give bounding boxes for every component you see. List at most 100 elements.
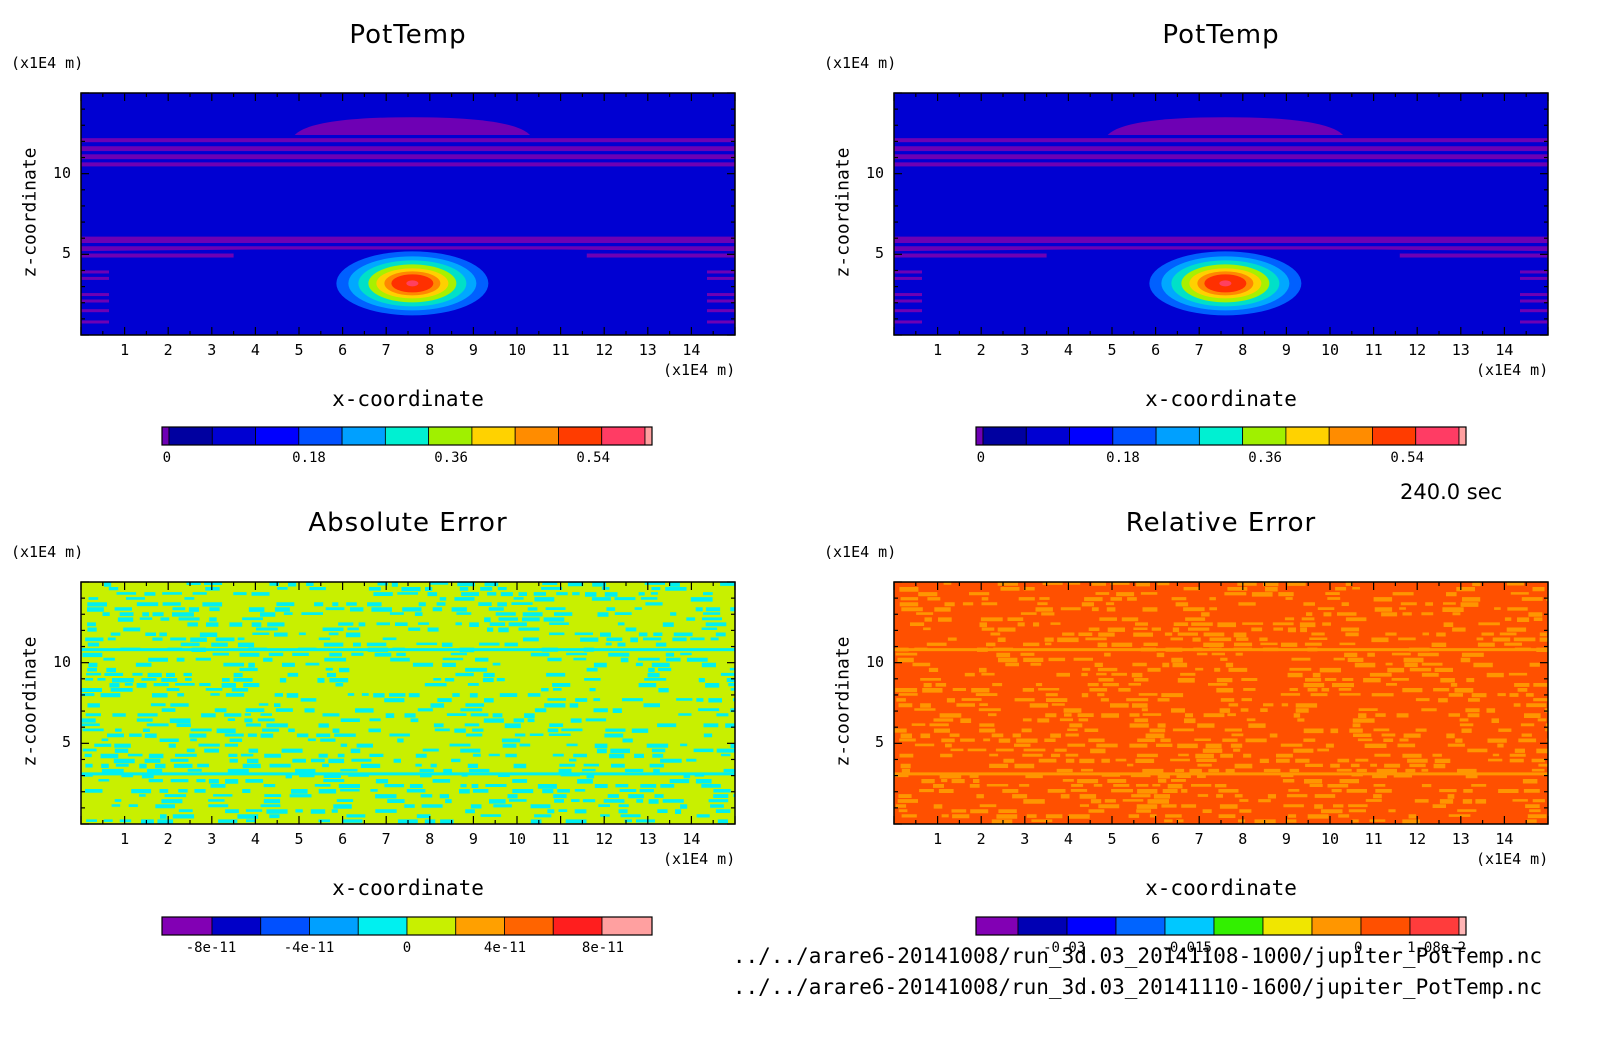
colorbar-frame — [161, 426, 653, 446]
error-band — [894, 772, 1548, 776]
side-dash — [894, 276, 922, 280]
side-dash — [707, 309, 735, 313]
colorbar-label: 0 — [1353, 940, 1363, 956]
colorbar-frame — [975, 916, 1467, 936]
bubble-contour — [406, 280, 419, 287]
y-tick-label: 5 — [874, 733, 884, 752]
x-tick-label: 2 — [976, 341, 986, 359]
x-tick-label: 10 — [1320, 341, 1340, 359]
upper-stripe — [81, 138, 735, 143]
x-axis-label: x-coordinate — [332, 876, 484, 900]
panel-4 — [893, 581, 1549, 936]
x-tick-label: 7 — [1194, 830, 1204, 848]
lower-stripe — [1399, 253, 1548, 258]
lower-stripe — [894, 236, 1548, 244]
y-tick-label: 10 — [52, 652, 71, 671]
side-dash — [81, 270, 109, 274]
x-tick-label: 7 — [1194, 341, 1204, 359]
colorbar-swatch — [384, 426, 430, 446]
colorbar-label: -0.03 — [1043, 940, 1086, 956]
colorbar-swatch — [1066, 916, 1117, 936]
x-tick-label: 8 — [1238, 830, 1248, 848]
colorbar-swatch — [1372, 426, 1417, 446]
x-tick-label: 11 — [551, 830, 570, 848]
colorbar-swatch — [1458, 426, 1467, 446]
x-tick-label: 3 — [1020, 341, 1030, 359]
colorbar-label: 1.08e-2 — [1407, 940, 1467, 956]
colorbar-label: 0.54 — [576, 450, 611, 466]
colorbar-label: 0.54 — [1390, 450, 1425, 466]
plot-area — [81, 93, 735, 335]
error-contours — [81, 582, 735, 824]
x-tick-label: 14 — [682, 830, 701, 848]
colorbar-label: 0.36 — [1248, 450, 1282, 466]
side-dash — [707, 270, 735, 274]
colorbar-label: 0 — [162, 450, 172, 466]
colorbar-swatch — [298, 426, 343, 446]
x-unit-label: (x1E4 m) — [663, 361, 736, 379]
x-tick-label: 9 — [468, 341, 478, 359]
y-tick-label: 10 — [52, 163, 71, 182]
x-tick-label: 1 — [933, 341, 943, 359]
upper-stripe — [894, 154, 1548, 160]
side-dash — [1520, 293, 1548, 297]
colorbar-frame — [161, 916, 653, 936]
side-dash — [1520, 299, 1548, 303]
x-tick-label: 11 — [1364, 341, 1383, 359]
x-tick-label: 8 — [425, 341, 435, 359]
colorbar-label: -4e-11 — [283, 940, 335, 956]
y-axis-label: z-coordinate — [19, 147, 41, 278]
colorbar-swatch — [601, 426, 646, 446]
plot-area — [81, 582, 735, 824]
x-tick-label: 13 — [1451, 830, 1470, 848]
x-tick-label: 8 — [1238, 341, 1248, 359]
y-unit-label: (x1E4 m) — [11, 543, 84, 561]
x-tick-label: 6 — [338, 341, 348, 359]
colorbar-swatch — [161, 426, 170, 446]
x-tick-label: 9 — [468, 830, 478, 848]
side-dash — [81, 299, 109, 303]
x-tick-label: 4 — [1063, 341, 1073, 359]
x-tick-label: 2 — [163, 830, 173, 848]
plot-area — [894, 93, 1548, 335]
colorbar-swatch — [1415, 426, 1460, 446]
colorbar-swatch — [1285, 426, 1330, 446]
colorbar-swatch — [1198, 426, 1244, 446]
x-tick-label: 6 — [1151, 341, 1161, 359]
x-tick-label: 12 — [1408, 830, 1427, 848]
file-path-1: ../../arare6-20141008/run_3d.03_20141108… — [732, 944, 1542, 968]
colorbar-label: 0.36 — [434, 450, 468, 466]
side-dash — [894, 309, 922, 313]
x-tick-label: 14 — [1495, 341, 1514, 359]
colorbar-swatch — [255, 426, 300, 446]
x-tick-label: 3 — [1020, 830, 1030, 848]
lower-stripe — [81, 236, 735, 244]
x-tick-label: 9 — [1281, 341, 1291, 359]
colorbar-label: 0 — [976, 450, 986, 466]
x-tick-label: 10 — [507, 830, 527, 848]
colorbar-swatch — [455, 916, 505, 936]
colorbar-swatch — [260, 916, 310, 936]
x-tick-label: 5 — [294, 341, 304, 359]
y-unit-label: (x1E4 m) — [11, 54, 84, 72]
panel-2 — [893, 92, 1549, 446]
side-dash — [81, 320, 109, 324]
x-tick-label: 4 — [250, 830, 260, 848]
x-tick-label: 2 — [976, 830, 986, 848]
chart-title: Relative Error — [1125, 508, 1317, 538]
colorbar-swatch — [558, 426, 603, 446]
side-dash — [707, 299, 735, 303]
colorbar-swatch — [1458, 916, 1467, 936]
time-label: 240.0 sec — [1400, 480, 1503, 504]
lower-stripe — [81, 246, 735, 252]
x-tick-label: 13 — [638, 341, 657, 359]
colorbar-swatch — [982, 426, 1027, 446]
upper-stripe — [81, 162, 735, 167]
x-unit-label: (x1E4 m) — [1476, 361, 1549, 379]
x-tick-label: 1 — [933, 830, 943, 848]
x-unit-label: (x1E4 m) — [663, 850, 736, 868]
colorbar-swatch — [1262, 916, 1313, 936]
colorbar-swatch — [601, 916, 653, 936]
x-tick-label: 5 — [1107, 830, 1117, 848]
side-dash — [81, 276, 109, 280]
